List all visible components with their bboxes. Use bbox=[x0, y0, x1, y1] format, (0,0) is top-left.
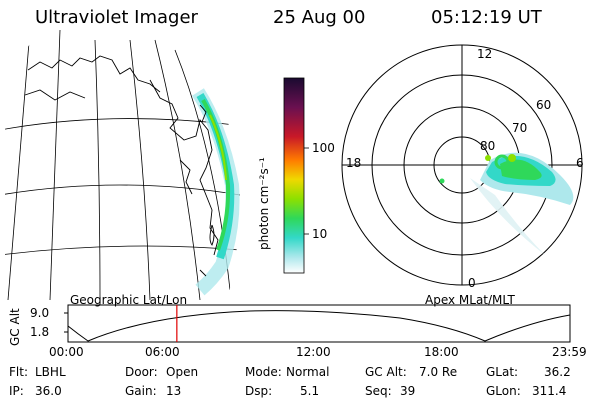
time-tick-1200: 12:00 bbox=[296, 345, 331, 359]
info-gcalt-key: GC Alt: bbox=[365, 365, 407, 379]
info-glon-value: 311.4 bbox=[532, 384, 567, 398]
altitude-tick-9: 9.0 bbox=[30, 306, 50, 320]
info-glat-value: 36.2 bbox=[544, 365, 571, 379]
info-mode-value: Normal bbox=[286, 365, 330, 379]
info-mode-key: Mode: bbox=[245, 365, 282, 379]
info-door-key: Door: bbox=[125, 365, 158, 379]
altitude-curve bbox=[67, 310, 571, 342]
altitude-tick-1-8: 1.8 bbox=[30, 325, 50, 339]
time-label: 05:12:19 UT bbox=[431, 7, 542, 28]
info-seq-key: Seq: bbox=[365, 384, 392, 398]
time-tick-0600: 06:00 bbox=[145, 345, 180, 359]
lat-label-80: 80 bbox=[480, 139, 496, 153]
time-tick-0000: 00:00 bbox=[49, 345, 84, 359]
info-ip-key: IP: bbox=[9, 384, 24, 398]
info-seq-value: 39 bbox=[400, 384, 416, 398]
mlt-label-18: 18 bbox=[346, 156, 362, 170]
info-gain-value: 13 bbox=[166, 384, 182, 398]
mlt-label-0: 0 bbox=[468, 276, 476, 290]
colorbar-tick-10: 10 bbox=[312, 227, 328, 241]
aurora-oval-polar bbox=[439, 152, 574, 255]
time-tick-2359: 23:59 bbox=[552, 345, 587, 359]
time-tick-1800: 18:00 bbox=[424, 345, 459, 359]
mlt-label-6: 6 bbox=[576, 156, 584, 170]
info-gain-key: Gain: bbox=[125, 384, 157, 398]
info-flt-key: Flt: bbox=[9, 365, 28, 379]
instrument-title: Ultraviolet Imager bbox=[35, 7, 198, 28]
geo-panel-label: Geographic Lat/Lon bbox=[70, 293, 188, 307]
date-label: 25 Aug 00 bbox=[273, 7, 366, 28]
lat-label-70: 70 bbox=[512, 121, 528, 135]
colorbar-tick-100: 100 bbox=[312, 141, 335, 155]
info-gcalt-value: 7.0 Re bbox=[419, 365, 458, 379]
info-glat-key: GLat: bbox=[486, 365, 519, 379]
info-flt-value: LBHL bbox=[35, 365, 66, 379]
coastline bbox=[24, 55, 219, 277]
aurora-band-geo bbox=[192, 88, 240, 296]
info-ip-value: 36.0 bbox=[35, 384, 62, 398]
altitude-axis-label: GC Alt bbox=[8, 308, 22, 346]
apex-panel-label: Apex MLat/MLT bbox=[425, 293, 515, 307]
info-door-value: Open bbox=[166, 365, 199, 379]
info-dsp-value: 5.1 bbox=[300, 384, 320, 398]
lat-label-60: 60 bbox=[536, 98, 552, 112]
info-dsp-key: Dsp: bbox=[245, 384, 273, 398]
mlt-label-12: 12 bbox=[477, 47, 493, 61]
info-glon-key: GLon: bbox=[486, 384, 521, 398]
